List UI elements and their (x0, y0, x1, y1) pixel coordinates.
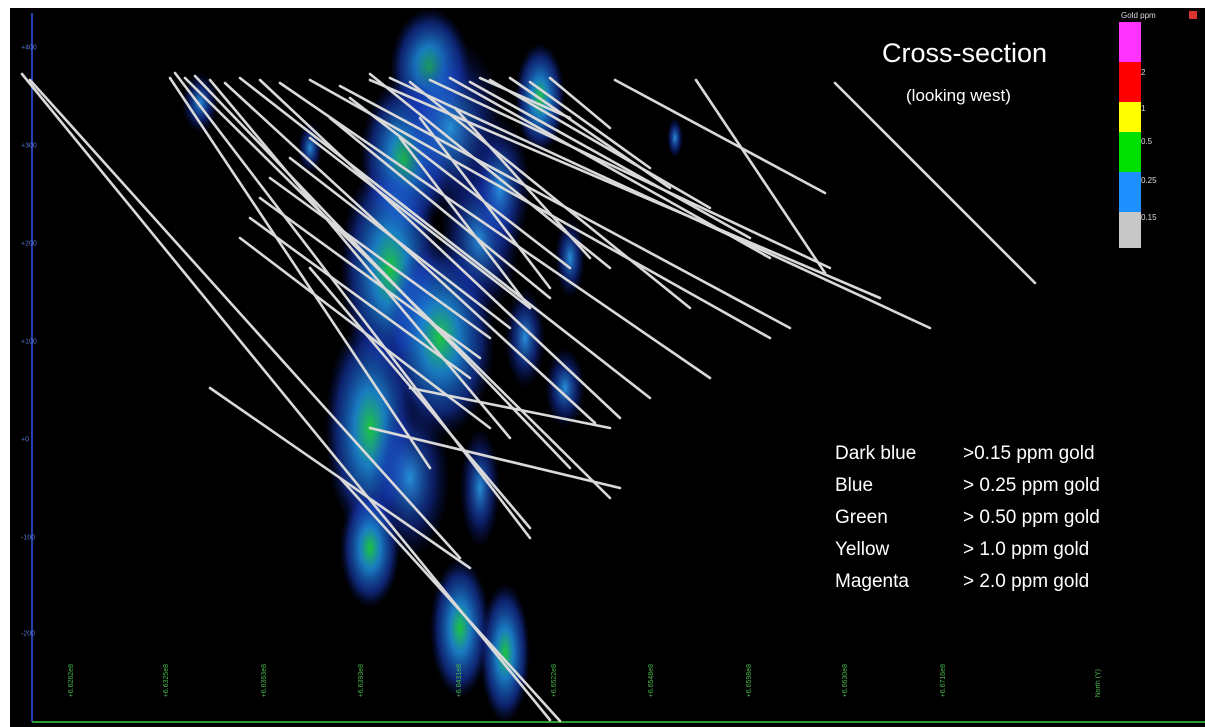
drillhole-trace (248, 216, 472, 380)
drillhole-trace (308, 136, 532, 310)
legend-name: Green (835, 507, 888, 528)
legend-row: Magenta > 2.0 ppm gold (835, 566, 1100, 598)
gold-anomaly (460, 428, 500, 548)
drillhole-traces (20, 71, 1037, 723)
close-icon[interactable] (1189, 11, 1197, 19)
x-tick-label: +6.6598e8 (746, 663, 753, 697)
colorbar-tick: 2 (1141, 68, 1146, 77)
grade-legend: Dark blue >0.15 ppm gold Blue > 0.25 ppm g… (835, 438, 1100, 598)
drillhole-trace (453, 106, 592, 260)
legend-value: >0.15 ppm gold (963, 443, 1095, 464)
x-tick-label: +6.6393e8 (358, 663, 365, 697)
drillhole-trace (328, 116, 552, 300)
drillhole-trace (288, 156, 512, 330)
colorbar-swatch-magenta (1119, 22, 1141, 62)
colorbar-swatch-green (1119, 132, 1141, 172)
legend-row: Yellow > 1.0 ppm gold (835, 534, 1100, 566)
legend-value: > 1.0 ppm gold (963, 539, 1090, 560)
section-subtitle: (looking west) (906, 86, 1011, 105)
drillhole-trace (238, 76, 652, 400)
drillhole-trace (338, 476, 562, 723)
y-tick-label: +300 (21, 142, 37, 150)
y-tick-label: +400 (21, 44, 37, 52)
gold-anomaly (545, 348, 585, 428)
colorbar-swatch-blue (1119, 172, 1141, 212)
colorbar-tick: 0.15 (1141, 213, 1157, 222)
colorbar-tick: 0.5 (1141, 137, 1153, 146)
legend-value: > 2.0 ppm gold (963, 571, 1090, 592)
drillhole-trace (368, 426, 622, 490)
colorbar-tick: 0.25 (1141, 176, 1157, 185)
legend-row: Dark blue >0.15 ppm gold (835, 438, 1100, 470)
y-tick-label: -200 (21, 630, 36, 638)
drillhole-trace (388, 76, 932, 330)
legend-name: Yellow (835, 539, 890, 560)
colorbar-swatch-yellow (1119, 102, 1141, 132)
drillhole-trace (168, 76, 432, 470)
legend-name: Dark blue (835, 443, 917, 464)
drillhole-trace (508, 76, 672, 190)
drillhole-trace (308, 78, 772, 340)
x-tick-label: +6.6522e8 (551, 663, 558, 697)
colorbar-title: Gold ppm (1121, 11, 1156, 20)
legend-row: Blue > 0.25 ppm gold (835, 470, 1100, 502)
gold-anomaly (667, 118, 683, 158)
x-tick-label: +6.6431e8 (456, 663, 463, 697)
gold-anomaly (505, 288, 545, 388)
x-tick-label: +6.6262e8 (68, 663, 75, 697)
y-tick-label: +0 (21, 436, 29, 444)
colorbar-swatch-red (1119, 62, 1141, 102)
colorbar-tick: 1 (1141, 104, 1146, 113)
drillhole-trace (448, 76, 772, 260)
y-tick-label: +100 (21, 338, 37, 346)
x-tick-label: North (Y) (1095, 668, 1102, 697)
cross-section-map (20, 8, 1205, 723)
gold-anomaly (555, 218, 585, 298)
drillhole-trace (278, 81, 712, 380)
drillhole-trace (833, 81, 1037, 285)
drillhole-trace (208, 78, 512, 440)
drillhole-trace (613, 78, 827, 195)
drillhole-trace (488, 78, 712, 210)
drillhole-trace (223, 81, 597, 425)
legend-name: Blue (835, 475, 874, 496)
drillhole-trace (193, 74, 572, 470)
drillhole-trace (528, 80, 652, 170)
x-tick-label: +6.6363e8 (261, 663, 268, 697)
drillhole-trace (398, 136, 532, 310)
drillhole-trace (258, 78, 622, 420)
legend-value: > 0.50 ppm gold (963, 507, 1100, 528)
section-title: Cross-section (882, 38, 1048, 68)
gold-anomaly (480, 583, 530, 723)
drillhole-trace (468, 80, 752, 240)
legend-name: Magenta (835, 571, 909, 592)
x-tick-label: +6.6325e8 (163, 663, 170, 697)
x-tick-label: +6.6716e8 (940, 663, 947, 697)
drillhole-trace (348, 96, 572, 270)
drillhole-trace (268, 176, 492, 340)
drillhole-trace (28, 78, 462, 560)
drillhole-trace (173, 71, 532, 540)
gold-anomaly (298, 123, 322, 173)
drillhole-trace (308, 266, 532, 530)
drillhole-trace (694, 78, 827, 275)
drillhole-trace (258, 196, 482, 360)
drillhole-trace (548, 76, 612, 130)
y-tick-label: -100 (21, 534, 36, 542)
drillhole-trace (428, 78, 832, 270)
x-tick-label: +6.6630e8 (842, 663, 849, 697)
drillhole-trace (418, 116, 552, 290)
drillhole-trace (408, 386, 612, 430)
legend-value: > 0.25 ppm gold (963, 475, 1100, 496)
drillhole-trace (478, 76, 572, 120)
y-tick-label: +200 (21, 240, 37, 248)
cross-section-view: +400 +300 +200 +100 +0 -100 -200 +6.6262e8 +6.6… (10, 8, 1205, 727)
drillhole-trace (368, 78, 882, 300)
gold-anomaly (340, 488, 400, 608)
colorbar-swatch-grey (1119, 212, 1141, 248)
legend-row: Green > 0.50 ppm gold (835, 502, 1100, 534)
x-tick-label: +6.6548e8 (648, 663, 655, 697)
drillhole-trace (408, 80, 692, 310)
